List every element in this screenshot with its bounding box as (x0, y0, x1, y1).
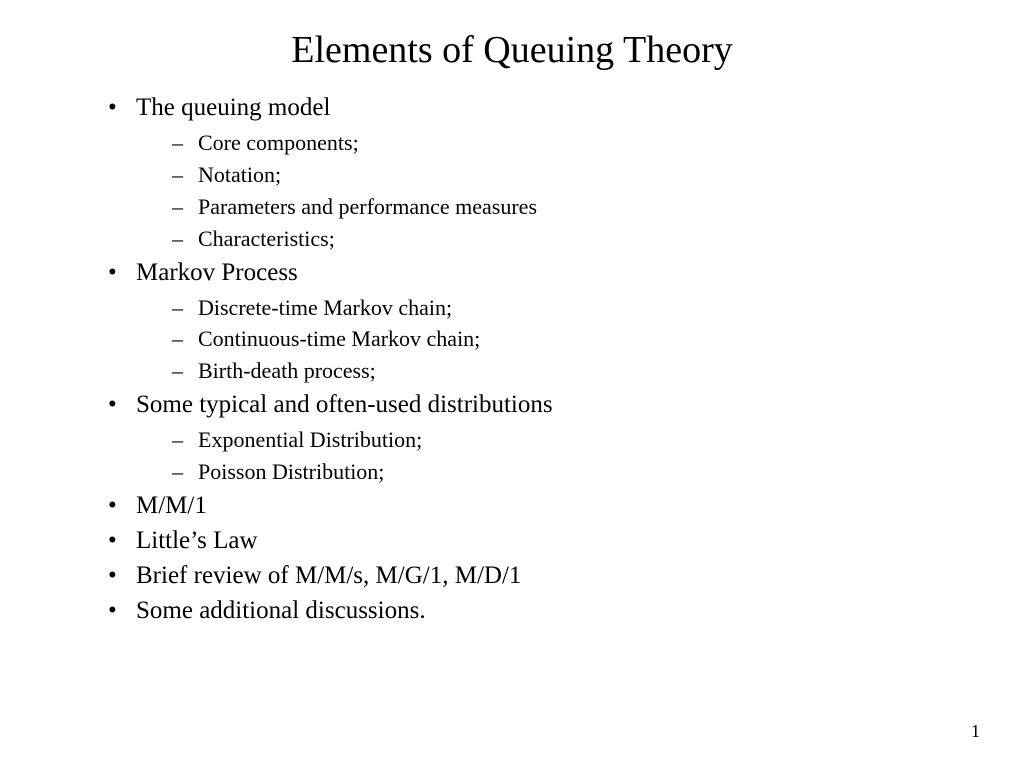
list-item-label: The queuing model (136, 94, 330, 121)
list-item-label: Some additional discussions. (136, 597, 426, 624)
list-item: Notation; (172, 159, 964, 191)
list-item: Birth-death process; (172, 355, 964, 387)
slide: Elements of Queuing Theory The queuing m… (0, 0, 1024, 768)
list-item-label: Markov Process (136, 259, 298, 286)
list-item: M/M/1 (108, 488, 964, 523)
sub-list: Discrete-time Markov chain; Continuous-t… (136, 292, 964, 388)
bullet-list: The queuing model Core components; Notat… (60, 90, 964, 628)
list-item-label: Birth-death process; (198, 358, 376, 383)
sub-list: Core components; Notation; Parameters an… (136, 127, 964, 255)
list-item-label: Brief review of M/M/s, M/G/1, M/D/1 (136, 562, 521, 589)
list-item: Characteristics; (172, 223, 964, 255)
sub-list: Exponential Distribution; Poisson Distri… (136, 424, 964, 488)
list-item-label: Parameters and performance measures (198, 194, 537, 219)
page-number: 1 (971, 721, 980, 742)
list-item-label: Characteristics; (198, 226, 335, 251)
slide-title: Elements of Queuing Theory (60, 28, 964, 72)
list-item: Poisson Distribution; (172, 456, 964, 488)
list-item-label: M/M/1 (136, 492, 207, 519)
list-item: Discrete-time Markov chain; (172, 292, 964, 324)
list-item: Some typical and often-used distribution… (108, 387, 964, 488)
list-item: Continuous-time Markov chain; (172, 323, 964, 355)
list-item-label: Discrete-time Markov chain; (198, 295, 452, 320)
list-item-label: Continuous-time Markov chain; (198, 326, 480, 351)
list-item: Markov Process Discrete-time Markov chai… (108, 255, 964, 388)
list-item: Some additional discussions. (108, 593, 964, 628)
list-item: Brief review of M/M/s, M/G/1, M/D/1 (108, 558, 964, 593)
list-item-label: Core components; (198, 130, 359, 155)
list-item: The queuing model Core components; Notat… (108, 90, 964, 255)
list-item-label: Little’s Law (136, 527, 258, 554)
list-item-label: Exponential Distribution; (198, 427, 422, 452)
list-item: Parameters and performance measures (172, 191, 964, 223)
list-item-label: Some typical and often-used distribution… (136, 391, 553, 418)
list-item: Core components; (172, 127, 964, 159)
list-item-label: Notation; (198, 162, 281, 187)
list-item: Little’s Law (108, 523, 964, 558)
list-item: Exponential Distribution; (172, 424, 964, 456)
list-item-label: Poisson Distribution; (198, 459, 384, 484)
